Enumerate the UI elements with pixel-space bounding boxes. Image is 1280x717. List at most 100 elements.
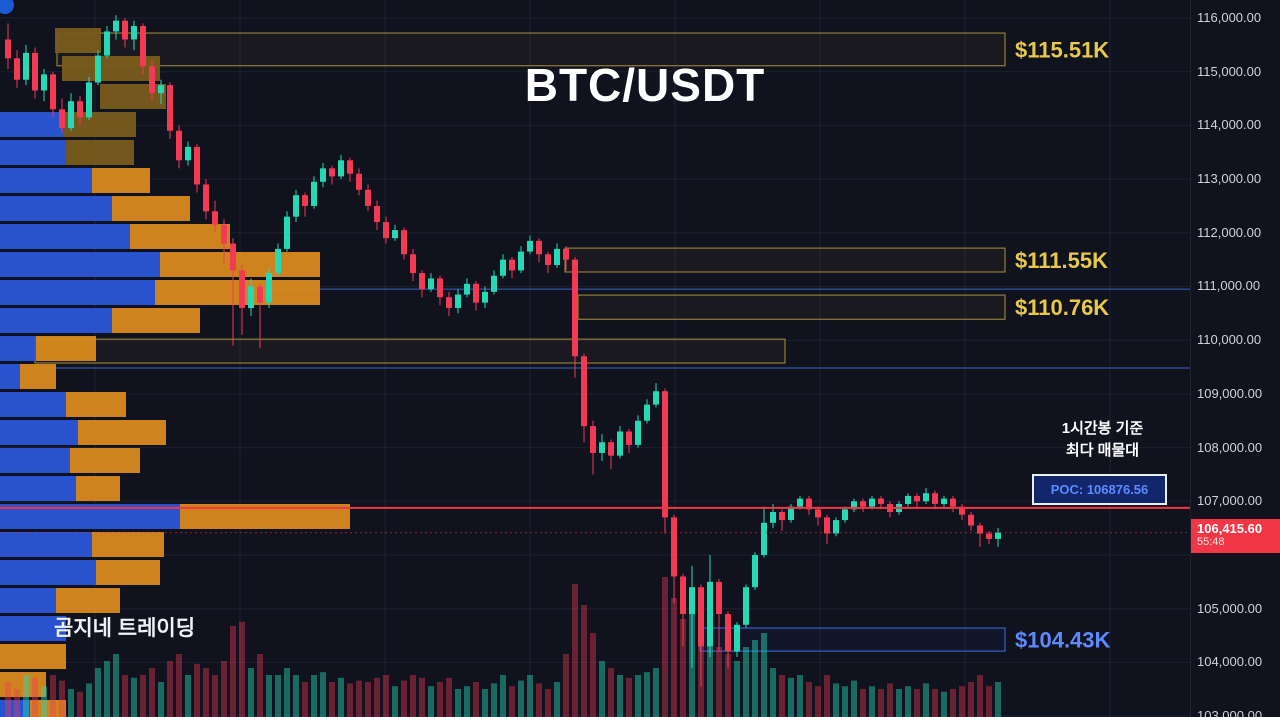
volume-profile-bar — [0, 644, 66, 669]
candle — [725, 614, 731, 652]
volume-bar — [635, 675, 641, 717]
level-box[interactable] — [34, 338, 786, 364]
volume-profile-bar — [0, 140, 66, 165]
level-box[interactable] — [56, 32, 1006, 67]
axis-price-label: 111,000.00 — [1197, 278, 1261, 294]
candle — [995, 532, 1001, 539]
volume-bar — [941, 691, 947, 717]
volume-bar — [383, 675, 389, 717]
volume-profile-bar — [155, 280, 320, 305]
level-label[interactable]: $111.55K — [1015, 248, 1108, 273]
axis-price-label: 105,000.00 — [1197, 600, 1263, 616]
candle — [203, 184, 209, 212]
volume-bar — [419, 677, 425, 717]
volume-bar — [176, 654, 182, 717]
candle — [104, 31, 110, 56]
volume-bar — [752, 640, 758, 717]
volume-profile-bar — [56, 588, 120, 613]
volume-profile-bar — [55, 28, 101, 53]
candle — [320, 168, 326, 182]
candle — [563, 248, 569, 260]
volume-bar — [113, 654, 119, 717]
volume-bar — [275, 675, 281, 717]
candle — [239, 270, 245, 308]
volume-profile-bar — [112, 196, 190, 221]
candle — [302, 195, 308, 206]
candle — [392, 230, 398, 239]
chart-canvas[interactable]: $115.51K $111.55K $110.76K $104.43K — [0, 0, 1190, 717]
volume-bar — [662, 577, 668, 717]
volume-bar — [23, 675, 29, 717]
level-label[interactable]: $110.76K — [1015, 295, 1109, 320]
level-label[interactable]: $115.51K — [1015, 37, 1109, 62]
annotation-line2: 최다 매물대 — [1065, 442, 1140, 459]
level-box[interactable] — [577, 294, 1006, 320]
volume-bar — [707, 626, 713, 717]
volume-profile-bar — [130, 224, 230, 249]
volume-bar — [392, 686, 398, 717]
candle — [23, 52, 29, 80]
volume-profile-bar — [78, 420, 166, 445]
poc-label[interactable]: POC: 106876.56 — [1032, 474, 1167, 505]
price-axis[interactable]: 106,415.60 55:48 116,000.00 115,000.00 114… — [1190, 0, 1280, 717]
volume-bar — [401, 680, 407, 717]
volume-bar — [59, 680, 65, 717]
axis-price-label: 103,000.00 — [1197, 708, 1263, 717]
volume-bar — [842, 686, 848, 717]
candle — [347, 160, 353, 174]
platform-logo-icon[interactable] — [0, 0, 14, 14]
volume-bar — [95, 668, 101, 717]
volume-profile-bar — [0, 672, 46, 697]
candle — [581, 356, 587, 427]
symbol-title: BTC/USDT — [524, 59, 766, 111]
volume-profile-bar — [0, 112, 64, 137]
volume-bar — [995, 682, 1001, 717]
candle — [122, 20, 128, 40]
candle — [770, 512, 776, 523]
candle — [680, 576, 686, 615]
volume-bar — [797, 675, 803, 717]
volume-bar — [347, 683, 353, 717]
volume-profile-bar — [36, 336, 96, 361]
candle — [113, 20, 119, 32]
volume-profile-bar — [0, 420, 78, 445]
volume-bar — [626, 677, 632, 717]
candle — [59, 109, 65, 129]
candle — [833, 520, 839, 534]
level-label[interactable]: $104.43K — [1015, 628, 1111, 653]
volume-profile-bar — [0, 588, 56, 613]
candle — [851, 501, 857, 510]
candle — [950, 498, 956, 507]
volume-profile-bar — [0, 560, 96, 585]
volume-profile-bar — [0, 616, 66, 641]
level-box[interactable] — [564, 247, 1006, 273]
candle-countdown: 55:48 — [1197, 535, 1225, 548]
candle — [842, 509, 848, 521]
candle — [653, 391, 659, 405]
volume-bar — [149, 668, 155, 717]
axis-price-label: 110,000.00 — [1197, 332, 1262, 348]
volume-bar — [914, 689, 920, 717]
volume-bar — [770, 668, 776, 717]
axis-price-label: 115,000.00 — [1197, 63, 1262, 79]
candle — [95, 55, 101, 83]
candle — [275, 248, 281, 274]
volume-profile-bar — [0, 280, 155, 305]
volume-bar — [869, 686, 875, 717]
volume-bar — [410, 675, 416, 717]
candle — [599, 442, 605, 453]
volume-profile-bar — [66, 140, 134, 165]
candle — [977, 525, 983, 534]
annotation-line1: 1시간봉 기준 — [1061, 420, 1144, 437]
poc-annotation[interactable]: 1시간봉 기준 최다 매물대 — [1020, 418, 1185, 462]
volume-profile-bar — [0, 476, 76, 501]
candle — [266, 273, 272, 303]
candle — [734, 624, 740, 652]
volume-bar — [374, 677, 380, 717]
axis-price-label: 107,000.00 — [1197, 493, 1263, 509]
candle — [491, 275, 497, 292]
volume-bar — [437, 682, 443, 717]
volume-bar — [968, 682, 974, 717]
volume-profile-bar — [76, 476, 120, 501]
